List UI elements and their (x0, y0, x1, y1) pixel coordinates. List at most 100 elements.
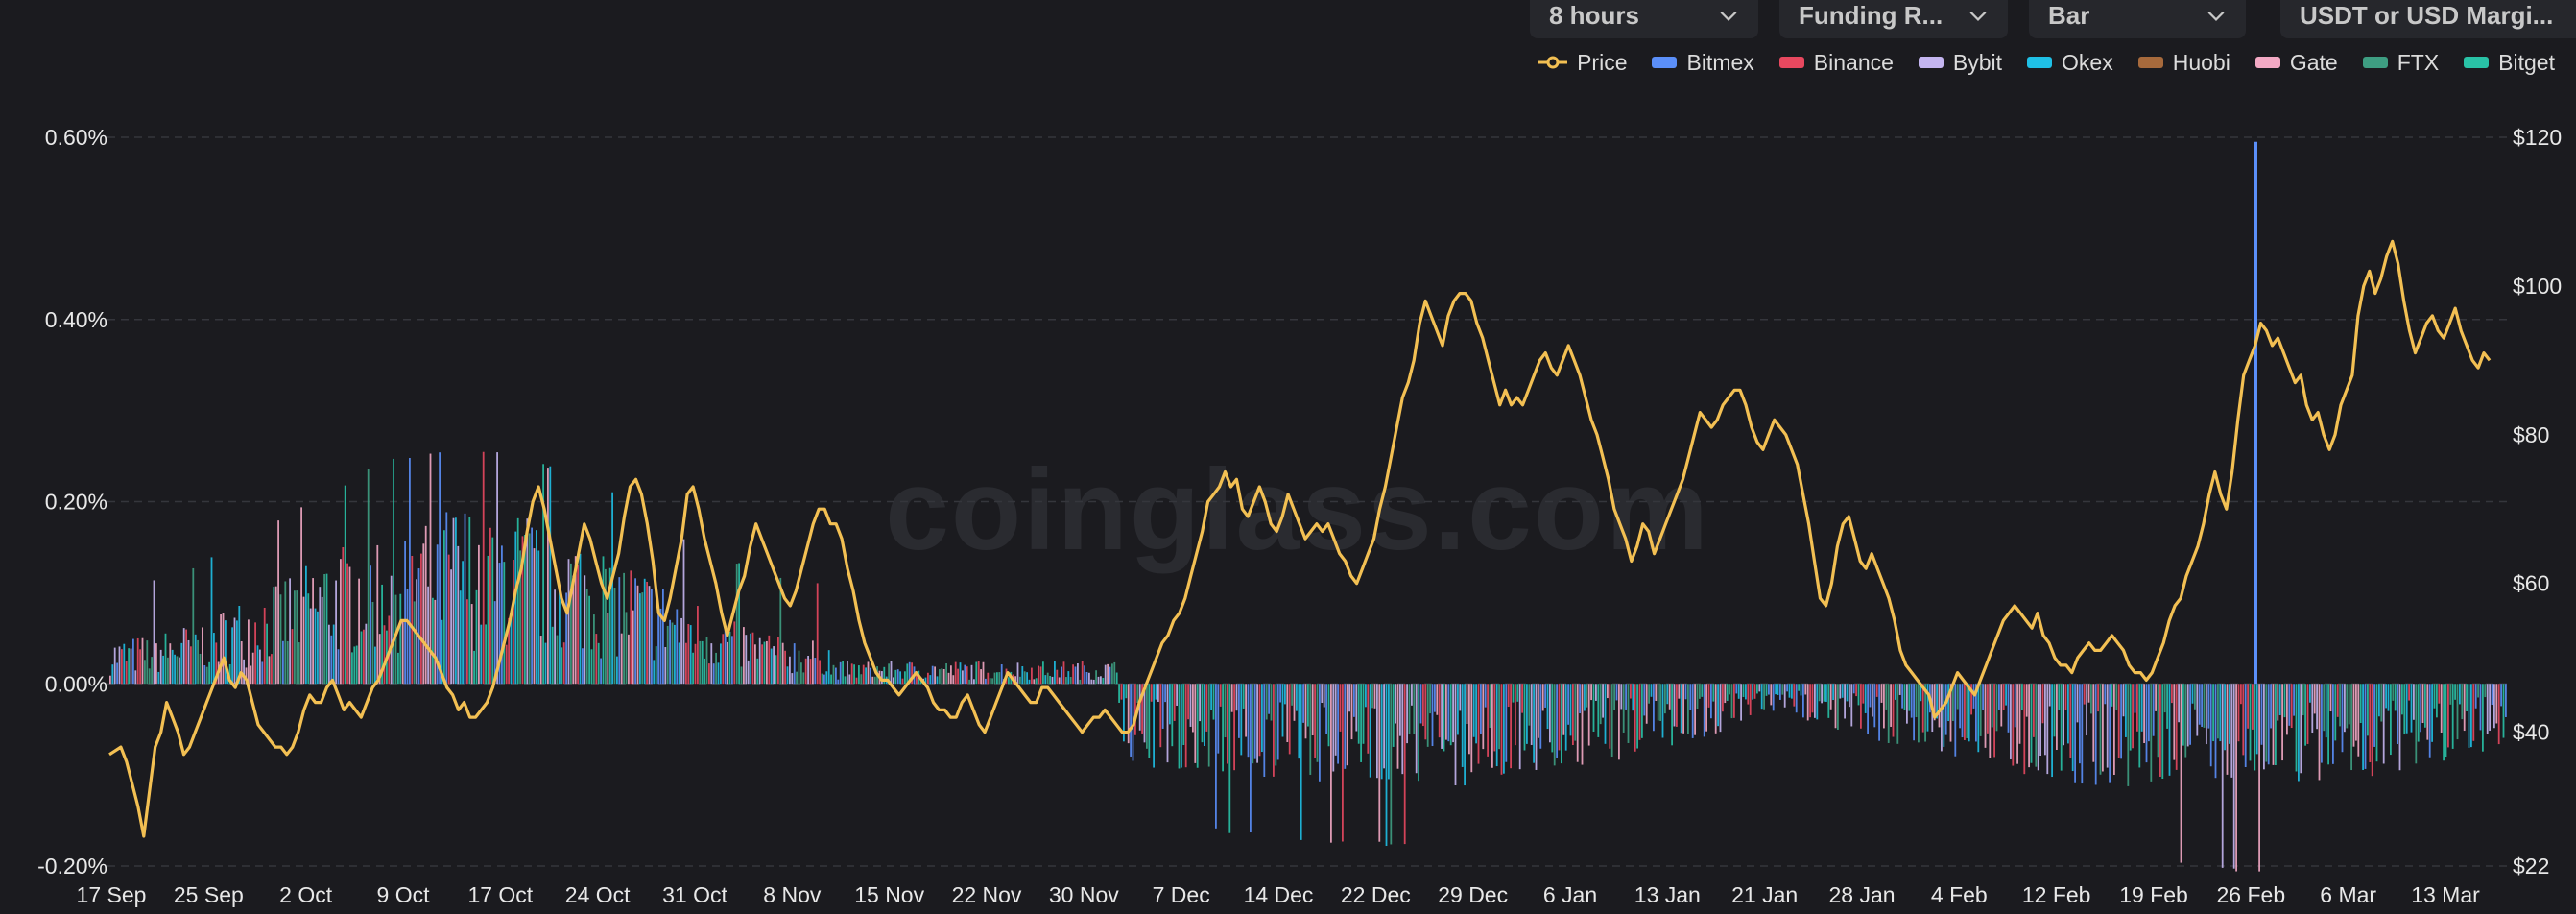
funding-bar (296, 590, 298, 685)
margin-type-dropdown[interactable]: USDT or USD Margi... (2280, 0, 2576, 38)
funding-bar (307, 593, 310, 685)
funding-bar (559, 589, 561, 685)
funding-bar (784, 650, 786, 685)
funding-bar (1406, 684, 1408, 744)
funding-bar (1632, 684, 1634, 711)
legend-label: FTX (2397, 49, 2440, 75)
left-axis-tick: 0.00% (45, 671, 107, 696)
funding-bar (521, 536, 524, 685)
funding-bar (1825, 684, 1827, 702)
x-axis-tick: 22 Nov (952, 882, 1022, 907)
funding-bar (390, 575, 393, 685)
funding-bar (1477, 684, 1480, 764)
funding-bar (572, 575, 575, 685)
funding-bar (1495, 684, 1498, 767)
funding-bar (751, 632, 754, 685)
funding-bar (190, 646, 192, 685)
funding-bar (2180, 684, 2182, 863)
legend-item-bitmex[interactable]: Bitmex (1652, 50, 1754, 76)
funding-bar (1268, 684, 1270, 714)
funding-bar (1726, 684, 1729, 701)
funding-bar (2482, 684, 2484, 752)
legend-item-gate[interactable]: Gate (2254, 50, 2338, 76)
funding-bar (720, 643, 722, 685)
funding-bar (2443, 684, 2445, 761)
funding-bar (2371, 684, 2373, 777)
legend-item-bybit[interactable]: Bybit (1918, 50, 2002, 76)
funding-bar (519, 550, 521, 685)
funding-bar (256, 645, 259, 685)
interval-dropdown[interactable]: 8 hours (1530, 0, 1758, 38)
funding-bar (273, 587, 275, 685)
funding-bar (2489, 684, 2491, 731)
funding-bar (1989, 684, 1992, 758)
funding-bar (715, 652, 717, 685)
funding-bar (1579, 684, 1581, 714)
funding-bar (1913, 684, 1915, 741)
funding-bar (735, 564, 738, 685)
funding-bar (2421, 684, 2424, 724)
funding-bar (2067, 684, 2069, 744)
legend-item-price[interactable]: Price (1538, 50, 1627, 76)
funding-bar (434, 599, 437, 685)
funding-bar (669, 619, 671, 685)
funding-bar (468, 517, 471, 685)
funding-bar (750, 633, 751, 685)
funding-bar (1733, 684, 1735, 718)
funding-bar (348, 566, 351, 685)
funding-bar (220, 613, 222, 685)
funding-bar (1938, 684, 1941, 728)
funding-bar (370, 565, 371, 685)
funding-bar (466, 599, 468, 685)
funding-bar (1293, 684, 1296, 721)
legend-item-binance[interactable]: Binance (1778, 50, 1894, 76)
funding-bar (1429, 684, 1431, 714)
funding-bar (970, 664, 973, 685)
funding-bar (123, 643, 126, 685)
funding-bar (1680, 684, 1682, 734)
funding-bar (2397, 684, 2398, 745)
x-axis-tick: 13 Jan (1634, 882, 1701, 907)
legend-item-okex[interactable]: Okex (2027, 50, 2113, 76)
funding-bar (1054, 661, 1056, 685)
funding-bar (1788, 684, 1791, 698)
funding-bar (733, 621, 736, 685)
funding-bar (1712, 684, 1715, 702)
funding-bar (1021, 666, 1024, 685)
funding-bar (936, 676, 939, 685)
legend-item-ftx[interactable]: FTX (2362, 49, 2440, 76)
funding-bar (378, 634, 381, 685)
funding-bar (367, 469, 370, 685)
legend-item-huobi[interactable]: Huobi (2137, 50, 2230, 76)
funding-bar (1852, 684, 1855, 694)
metric-dropdown[interactable]: Funding R... (1779, 0, 2008, 38)
funding-bar (245, 667, 248, 685)
funding-bar (254, 622, 256, 685)
funding-bar (2106, 684, 2109, 768)
funding-bar (873, 676, 876, 685)
right-axis-tick: $100 (2513, 274, 2562, 299)
funding-bar (1189, 684, 1192, 727)
price-line-group (108, 239, 2492, 838)
funding-bar (1084, 665, 1085, 685)
funding-bar (2278, 684, 2281, 716)
funding-bar (1518, 684, 1521, 770)
chart-style-dropdown[interactable]: Bar (2029, 0, 2246, 38)
funding-bar (1369, 684, 1371, 778)
funding-bar (344, 485, 346, 685)
funding-bar (1360, 684, 1362, 762)
funding-bar (328, 624, 330, 685)
funding-bar (381, 584, 383, 685)
funding-bar (1159, 684, 1162, 748)
funding-bar (2428, 684, 2431, 758)
funding-bar (653, 660, 656, 685)
funding-bar (1134, 684, 1136, 735)
funding-bar (404, 541, 406, 685)
funding-bar (240, 641, 243, 685)
legend-item-bitget[interactable]: Bitget (2464, 50, 2555, 76)
funding-bar (1468, 684, 1470, 755)
funding-bar (565, 592, 567, 685)
funding-bar (238, 605, 241, 685)
funding-bar (208, 661, 210, 685)
funding-bar (2206, 684, 2207, 745)
